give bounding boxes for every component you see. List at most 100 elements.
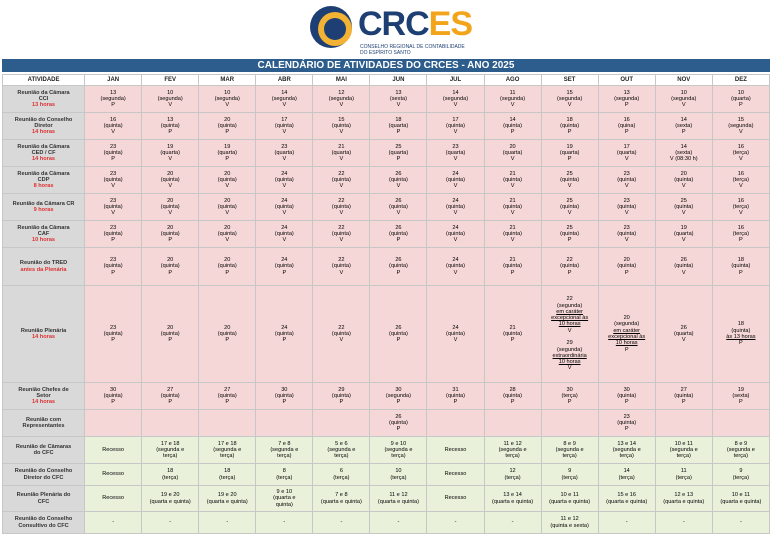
table-row: Reunião Plenária do CFC Recesso 19 e 20 (qua… [1,485,771,512]
cell-line: Recesso [102,495,124,502]
calendar-cell: 21 (quinta) P [483,247,542,286]
cell-line: P [225,129,230,136]
cell-line: 15 e 16 [617,492,637,499]
cell-line: (terça) [504,474,521,481]
cell-line: (quinta) [160,122,180,129]
cell-line: (segunda e [384,446,413,453]
calendar-cell: 13 (segunda) P [84,85,143,113]
activity-name-line: Reunião Plenária [20,327,67,334]
calendar-cell: 15 (segunda) V [711,112,771,140]
cell-line: (terça) [561,392,578,399]
cell-line: V [111,129,115,136]
cell-line: 23 [452,143,459,150]
calendar-cell: 21 (quinta) V [483,220,542,248]
column-header-month: DEZ [711,74,771,86]
calendar-cell: 14 (terça) [597,463,656,486]
table-row: Reunião Plenária 14 horas 23 (quinta) P 20 (qu… [1,285,771,383]
column-header-month: JUL [426,74,485,86]
cell-line: 13 [167,116,174,123]
cell-line: 19 [566,143,573,150]
calendar-cell [141,409,200,437]
activity-time: antes da Plenária [20,266,67,273]
cell-line: P [396,237,401,244]
cell-line: 22 [338,324,345,331]
table-row: Reunião da Câmara CED / CF 14 horas 23 (quin… [1,139,771,167]
cell-line: 27 [680,386,687,393]
calendar-cell: - [597,511,656,534]
calendar-cell: 30 (quinta) P [255,382,314,410]
cell-line: (sexta) [389,95,407,102]
cell-line: (quinta) [160,230,180,237]
cell-line: 23 [110,197,117,204]
cell-line: P [624,129,629,136]
cell-line: P [567,156,572,163]
calendar-cell: 10 (quarta) P [711,85,771,113]
cell-line: V [567,210,572,217]
cell-line [143,420,198,426]
cell-line: 16 [737,197,744,204]
calendar-cell: 14 (segunda) V [426,85,485,113]
cell-line: V [168,156,173,163]
calendar-cell: 20 (quinta) P [597,247,656,286]
cell-line: 21 [509,170,516,177]
cell-line: V [225,183,230,190]
cell-line: em caráter [613,327,641,334]
cell-line: 26 [395,324,402,331]
calendar-cell: Recesso [84,485,143,512]
cell-line [200,420,255,426]
cell-line: (sexta) [675,122,693,129]
activity-name-line: CED / CF [31,149,56,156]
cell-line: (segunda) [157,95,183,102]
cell-line: P [510,129,515,136]
cell-line: 18 [167,468,174,475]
activities-calendar-table: ATIVIDADE JAN FEV MAR ABR MAI JUN JUL AGO SET OUT N… [1,74,771,534]
activity-name-line: Reunião do TRED [19,260,68,267]
cell-line: 30 [623,386,630,393]
cell-line: P [567,399,572,406]
calendar-cell: - [84,511,143,534]
cell-line: Recesso [444,471,467,478]
calendar-cell: 12 (segunda) V [312,85,371,113]
cell-line [485,420,540,426]
cell-line: V [282,156,287,163]
cell-line: extraordinária [552,352,587,359]
cell-line: (quinta) [103,230,123,237]
cell-line: em caráter [556,308,583,315]
cell-line: (quinta) [103,176,123,183]
cell-line: 19 e 20 [160,492,180,499]
cell-line: - [340,519,343,526]
cell-line: 19 [224,143,231,150]
cell-line: (quinta) [503,330,523,337]
column-header-month: SET [540,74,599,86]
cell-line: (quinta) [103,263,123,270]
cell-line: P [510,399,515,406]
cell-line: P [396,399,401,406]
cell-line: 15 [338,116,345,123]
cell-line: 9 [739,468,743,475]
calendar-cell: 18 (quinta) P [540,112,599,140]
calendar-cell: 6 (terça) [312,463,371,486]
calendar-cell: Recesso [426,463,485,486]
calendar-cell: 8 e 9 (segunda e terça) [711,436,771,464]
cell-line: - [397,519,400,526]
cell-line: P [168,269,173,276]
cell-line: terça) [619,453,634,460]
calendar-cell: 10 (segunda) V [654,85,713,113]
cell-line: terça) [220,453,235,460]
cell-line: (quinta) [160,330,180,337]
calendar-cell: 24 (quinta) V [255,166,314,194]
calendar-cell: 15 e 16 (quarta e quinta) [597,485,656,512]
activity-name-line: Reunião Chefes de [18,386,69,393]
calendar-cell: 21 (quinta) V [483,166,542,194]
cell-line: (terça) [732,474,749,481]
cell-line: 14 [680,116,687,123]
cell-line: 12 [509,468,516,475]
cell-line: P [282,399,287,406]
calendar-cell: 24 (quinta) V [426,285,485,383]
cell-line: V [168,183,173,190]
calendar-cell [312,409,371,437]
calendar-cell: - [369,511,428,534]
calendar-cell: 24 (quinta) V [255,220,314,248]
activity-name-cell: Reunião do Conselho Diretor do CFC [1,463,86,486]
activity-time: 9 horas [33,207,54,213]
